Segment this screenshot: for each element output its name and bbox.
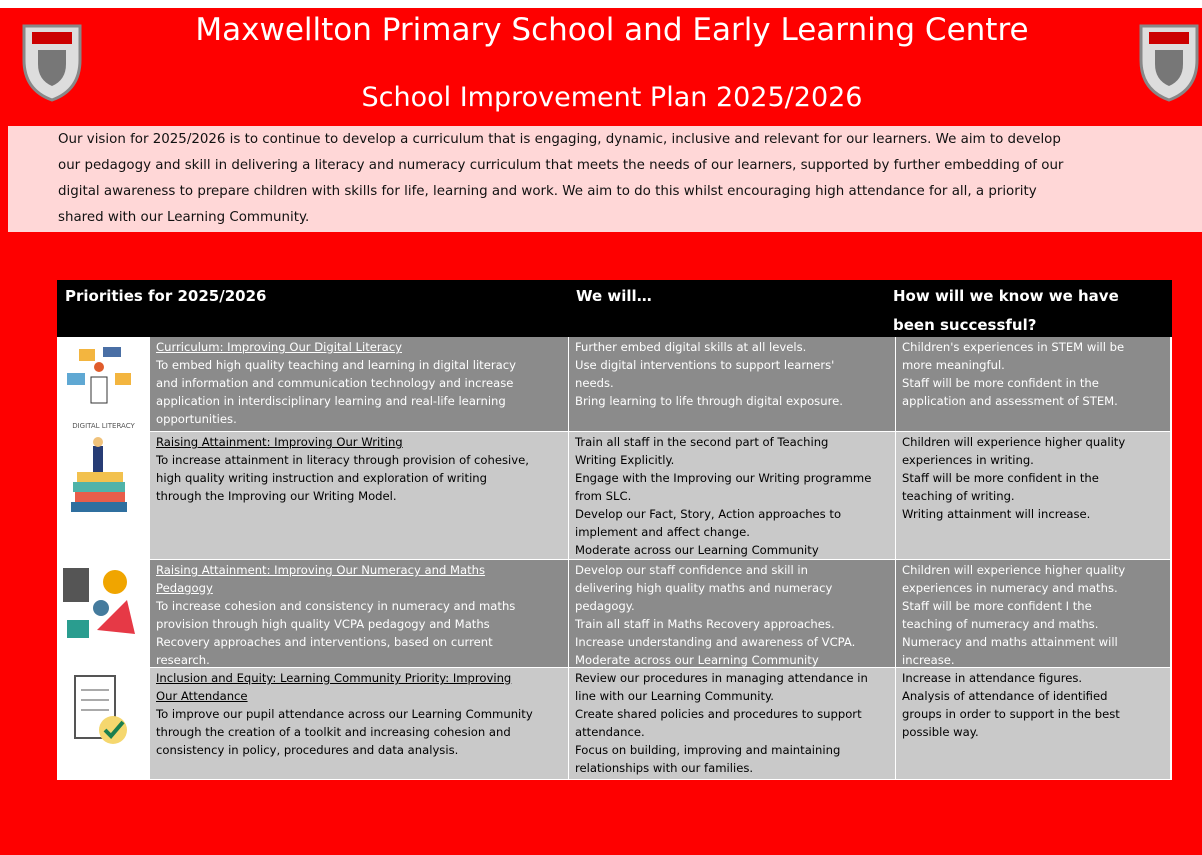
vision-line: shared with our Learning Community. bbox=[58, 210, 310, 225]
success-line: experiences in numeracy and maths. bbox=[902, 581, 1118, 595]
logo-right bbox=[1139, 24, 1199, 102]
we-will-line: Engage with the Improving our Writing pr… bbox=[575, 471, 872, 485]
success-line: groups in order to support in the best bbox=[902, 707, 1120, 721]
priority-cell: Raising Attainment: Improving Our Writin… bbox=[150, 432, 568, 560]
we-will-line: needs. bbox=[575, 376, 614, 390]
priority-description: Recovery approaches and interventions, b… bbox=[156, 635, 493, 649]
priority-description: high quality writing instruction and exp… bbox=[156, 471, 488, 485]
priority-description: To improve our pupil attendance across o… bbox=[156, 707, 533, 721]
success-line: Writing attainment will increase. bbox=[902, 507, 1091, 521]
we-will-line: Create shared policies and procedures to… bbox=[575, 707, 862, 721]
logo-left bbox=[22, 24, 82, 102]
success-cell: Children will experience higher quality e… bbox=[895, 560, 1170, 668]
icon bbox=[63, 568, 135, 638]
success-line: Children will experience higher quality bbox=[902, 563, 1126, 577]
priority-description: research. bbox=[156, 653, 210, 667]
icon bbox=[71, 437, 127, 512]
success-line: Staff will be more confident in the bbox=[902, 376, 1099, 390]
we-will-line: Bring learning to life through digital e… bbox=[575, 394, 843, 408]
header-cell: How will we know we have been successful… bbox=[893, 287, 1119, 334]
icon bbox=[67, 347, 131, 404]
priority-cell: Inclusion and Equity: Learning Community… bbox=[150, 668, 568, 780]
we-will-line: attendance. bbox=[575, 725, 645, 739]
plan-table: Priorities for 2025/2026 We will… How will… bbox=[57, 280, 1172, 780]
vision-line: our pedagogy and skill in delivering a l… bbox=[58, 158, 1064, 173]
success-line: Children's experiences in STEM will be bbox=[902, 340, 1125, 354]
success-line: Staff will be more confident I the bbox=[902, 599, 1092, 613]
priority-title: Inclusion and Equity: Learning Community… bbox=[156, 671, 512, 685]
we-will-line: from SLC. bbox=[575, 489, 632, 503]
success-line: experiences in writing. bbox=[902, 453, 1034, 467]
we-will-line: Moderate across our Learning Community bbox=[575, 543, 819, 557]
success-cell: Increase in attendance figures. Analysis … bbox=[895, 668, 1170, 780]
success-line: teaching of numeracy and maths. bbox=[902, 617, 1099, 631]
success-line: Increase in attendance figures. bbox=[902, 671, 1083, 685]
vision-line: Our vision for 2025/2026 is to continue … bbox=[58, 132, 1061, 147]
priority-title: Raising Attainment: Improving Our Numera… bbox=[156, 563, 486, 577]
we-will-line: Moderate across our Learning Community bbox=[575, 653, 819, 667]
we-will-cell: Review our procedures in managing attend… bbox=[568, 668, 895, 780]
we-will-cell: Further embed digital skills at all leve… bbox=[568, 337, 895, 432]
we-will-cell: Train all staff in the second part of Te… bbox=[568, 432, 895, 560]
success-cell: Children will experience higher quality e… bbox=[895, 432, 1170, 560]
priority-description: and information and communication techno… bbox=[156, 376, 514, 390]
success-line: Analysis of attendance of identified bbox=[902, 689, 1108, 703]
we-will-line: Train all staff in Maths Recovery approa… bbox=[575, 617, 835, 631]
icon-cell: DIGITAL LITERACY bbox=[57, 337, 150, 432]
top-strip bbox=[0, 0, 1202, 8]
priority-description: through the creation of a toolkit and in… bbox=[156, 725, 511, 739]
we-will-line: Review our procedures in managing attend… bbox=[575, 671, 868, 685]
we-will-line: Develop our staff confidence and skill i… bbox=[575, 563, 808, 577]
priority-description: application in interdisciplinary learnin… bbox=[156, 394, 506, 408]
icon-cell bbox=[57, 432, 150, 560]
we-will-line: delivering high quality maths and numera… bbox=[575, 581, 833, 595]
subtitle: School Improvement Plan 2025/2026 bbox=[361, 82, 863, 113]
we-will-line: Use digital interventions to support lea… bbox=[575, 358, 835, 372]
we-will-cell: Develop our staff confidence and skill i… bbox=[568, 560, 895, 668]
we-will-line: pedagogy. bbox=[575, 599, 635, 613]
priority-title: Pedagogy bbox=[156, 581, 213, 595]
priority-title: Raising Attainment: Improving Our Writin… bbox=[156, 435, 403, 449]
priority-description: consistency in policy, procedures and da… bbox=[156, 743, 459, 757]
icon-label: DIGITAL LITERACY bbox=[72, 422, 135, 430]
we-will-line: Develop our Fact, Story, Action approach… bbox=[575, 507, 842, 521]
success-line: possible way. bbox=[902, 725, 979, 739]
we-will-line: Further embed digital skills at all leve… bbox=[575, 340, 807, 354]
we-will-line: relationships with our families. bbox=[575, 761, 754, 775]
title: Maxwellton Primary School and Early Lear… bbox=[195, 12, 1029, 48]
vision-line: digital awareness to prepare children wi… bbox=[58, 184, 1037, 199]
success-line: more meaningful. bbox=[902, 358, 1005, 372]
icon-cell bbox=[57, 560, 150, 668]
header-row bbox=[57, 280, 1172, 337]
priority-title: Our Attendance bbox=[156, 689, 248, 703]
header-cell: We will… bbox=[576, 287, 652, 305]
priority-cell: Raising Attainment: Improving Our Numera… bbox=[150, 560, 568, 668]
success-line: application and assessment of STEM. bbox=[902, 394, 1118, 408]
priority-description: through the Improving our Writing Model. bbox=[156, 489, 397, 503]
we-will-line: line with our Learning Community. bbox=[575, 689, 774, 703]
success-line: Staff will be more confident in the bbox=[902, 471, 1099, 485]
priority-description: provision through high quality VCPA peda… bbox=[156, 617, 490, 631]
we-will-line: Writing Explicitly. bbox=[575, 453, 675, 467]
icon bbox=[74, 675, 127, 744]
we-will-line: Train all staff in the second part of Te… bbox=[575, 435, 829, 449]
success-line: teaching of writing. bbox=[902, 489, 1015, 503]
priority-description: To increase attainment in literacy throu… bbox=[156, 453, 529, 467]
priority-title: Curriculum: Improving Our Digital Litera… bbox=[156, 340, 402, 354]
success-line: Children will experience higher quality bbox=[902, 435, 1126, 449]
we-will-line: implement and affect change. bbox=[575, 525, 750, 539]
icon-cell bbox=[57, 668, 150, 780]
priority-description: To increase cohesion and consistency in … bbox=[156, 599, 516, 613]
vision-box: Our vision for 2025/2026 is to continue … bbox=[8, 126, 1202, 232]
success-line: increase. bbox=[902, 653, 955, 667]
priority-cell: Curriculum: Improving Our Digital Litera… bbox=[150, 337, 568, 432]
success-line: Numeracy and maths attainment will bbox=[902, 635, 1118, 649]
success-cell: Children's experiences in STEM will be mo… bbox=[895, 337, 1170, 432]
we-will-line: Focus on building, improving and maintai… bbox=[575, 743, 841, 757]
priority-description: opportunities. bbox=[156, 412, 237, 426]
priority-description: To embed high quality teaching and learn… bbox=[156, 358, 516, 372]
we-will-line: Increase understanding and awareness of … bbox=[575, 635, 856, 649]
header-cell: Priorities for 2025/2026 bbox=[65, 287, 267, 305]
